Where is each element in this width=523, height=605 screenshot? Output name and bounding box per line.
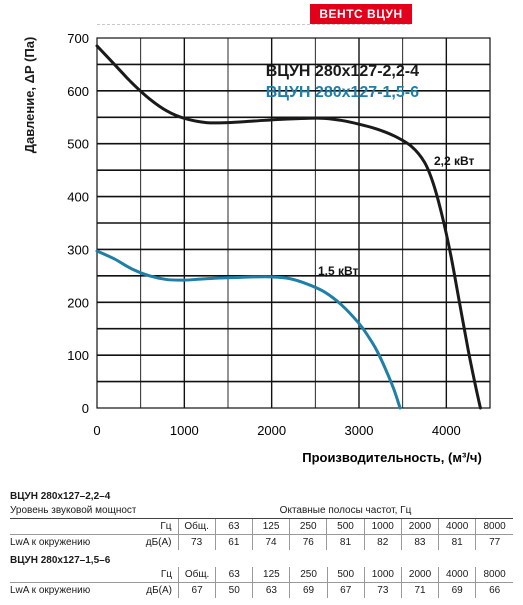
band-header-cell: 500 (326, 567, 365, 583)
chart-tick-labels: 0 100 200 300 400 500 600 700 0 1000 2000 3000 4000 (67, 31, 460, 438)
curve-line-2-2-kw (95, 44, 482, 410)
band-header-cell: 250 (289, 518, 327, 535)
y-tick-label: 700 (67, 31, 89, 46)
sound-value-cell: 81 (326, 534, 365, 550)
sound-value-cell: 63 (252, 582, 290, 598)
legend-entry-2-2-kw: ВЦУН 280х127-2,2-4 (266, 63, 419, 80)
hz-unit: Гц (160, 569, 172, 580)
y-tick-label: 600 (67, 84, 89, 99)
x-tick-label: 1000 (170, 423, 199, 438)
sound-table-1-5-kw: Гц Общ. 63 125 250 500 1000 2000 4000 8000 LwA к… (10, 567, 513, 598)
sound-value-cell: 82 (363, 534, 402, 550)
band-header-cell: 125 (252, 567, 290, 583)
sound-value-cell: 66 (475, 582, 513, 598)
sound-value-cell: 67 (326, 582, 365, 598)
power-label-2-2-kw: 2,2 кВт (434, 154, 475, 168)
y-tick-label: 400 (67, 190, 89, 205)
band-header-cell: 500 (326, 518, 365, 535)
brand-divider (97, 24, 410, 25)
y-tick-label: 500 (67, 137, 89, 152)
sound-value-cell: 50 (215, 582, 253, 598)
x-tick-label: 0 (93, 423, 100, 438)
power-label-1-5-kw: 1,5 кВт (318, 264, 359, 278)
band-header-cell: 250 (289, 567, 328, 583)
lwa-row-label: LwA к окружению (10, 582, 136, 598)
chart-grid (96, 37, 491, 409)
x-axis-label: Производительность, (м³/ч) (302, 450, 482, 465)
sound-value-cell: 61 (214, 534, 253, 550)
table-title-2-2-kw: ВЦУН 280х127–2,2–4 (10, 491, 111, 502)
brand-label: ВЕНТС ВЦУН (310, 4, 412, 24)
legend-entry-1-5-kw: ВЦУН 280х127-1,5-6 (266, 84, 419, 101)
chart-curves (95, 44, 482, 410)
band-header-cell: 8000 (475, 567, 513, 583)
band-header-cell: 8000 (475, 518, 513, 535)
band-header-cell: 125 (251, 518, 290, 535)
band-header-cell: 4000 (438, 518, 476, 535)
band-header-cell: 63 (215, 567, 253, 583)
band-header-cell: 4000 (438, 567, 476, 583)
sound-value-cell: 73 (177, 534, 216, 550)
x-tick-label: 2000 (257, 423, 286, 438)
table-title-1-5-kw: ВЦУН 280х127–1,5–6 (10, 555, 111, 566)
y-tick-label: 0 (82, 401, 89, 416)
band-header-cell: Общ. (177, 518, 216, 535)
x-tick-label: 3000 (345, 423, 374, 438)
dba-unit: дБ(А) (136, 582, 179, 598)
hz-unit: Гц (160, 521, 172, 532)
band-header-cell: Общ. (177, 567, 216, 583)
lwa-row-label: LwA к окружению (10, 534, 136, 550)
sound-table-2-2-kw: Уровень звуковой мощности Октавные полос… (10, 503, 513, 550)
x-tick-label: 4000 (432, 423, 461, 438)
band-header-cell: 2000 (400, 518, 439, 535)
band-header-cell: 63 (214, 518, 253, 535)
sound-value-cell: 74 (251, 534, 290, 550)
sound-value-cell: 71 (400, 582, 439, 598)
octave-bands-header: Октавные полосы частот, Гц (178, 503, 513, 519)
sound-value-cell: 73 (363, 582, 402, 598)
sound-value-cell: 81 (438, 534, 476, 550)
sound-value-cell: 67 (177, 582, 216, 598)
band-header-cell: 1000 (363, 567, 402, 583)
sound-value-cell: 69 (438, 582, 476, 598)
sound-value-cell: 76 (289, 534, 327, 550)
sound-level-header: Уровень звуковой мощности (10, 503, 136, 519)
band-header-cell: 2000 (400, 567, 439, 583)
y-tick-label: 100 (67, 348, 89, 363)
y-tick-label: 300 (67, 242, 89, 257)
sound-value-cell: 77 (475, 534, 513, 550)
sound-value-cell: 83 (400, 534, 439, 550)
curve-line-1-5-kw (95, 249, 402, 410)
dba-unit: дБ(А) (136, 534, 178, 550)
sound-value-cell: 69 (289, 582, 328, 598)
y-tick-label: 200 (67, 295, 89, 310)
band-header-cell: 1000 (363, 518, 402, 535)
sound-power-tables: ВЦУН 280х127–2,2–4 Уровень звуковой мощн… (0, 490, 523, 598)
y-axis-label: Давление, ΔP (Па) (22, 36, 37, 154)
